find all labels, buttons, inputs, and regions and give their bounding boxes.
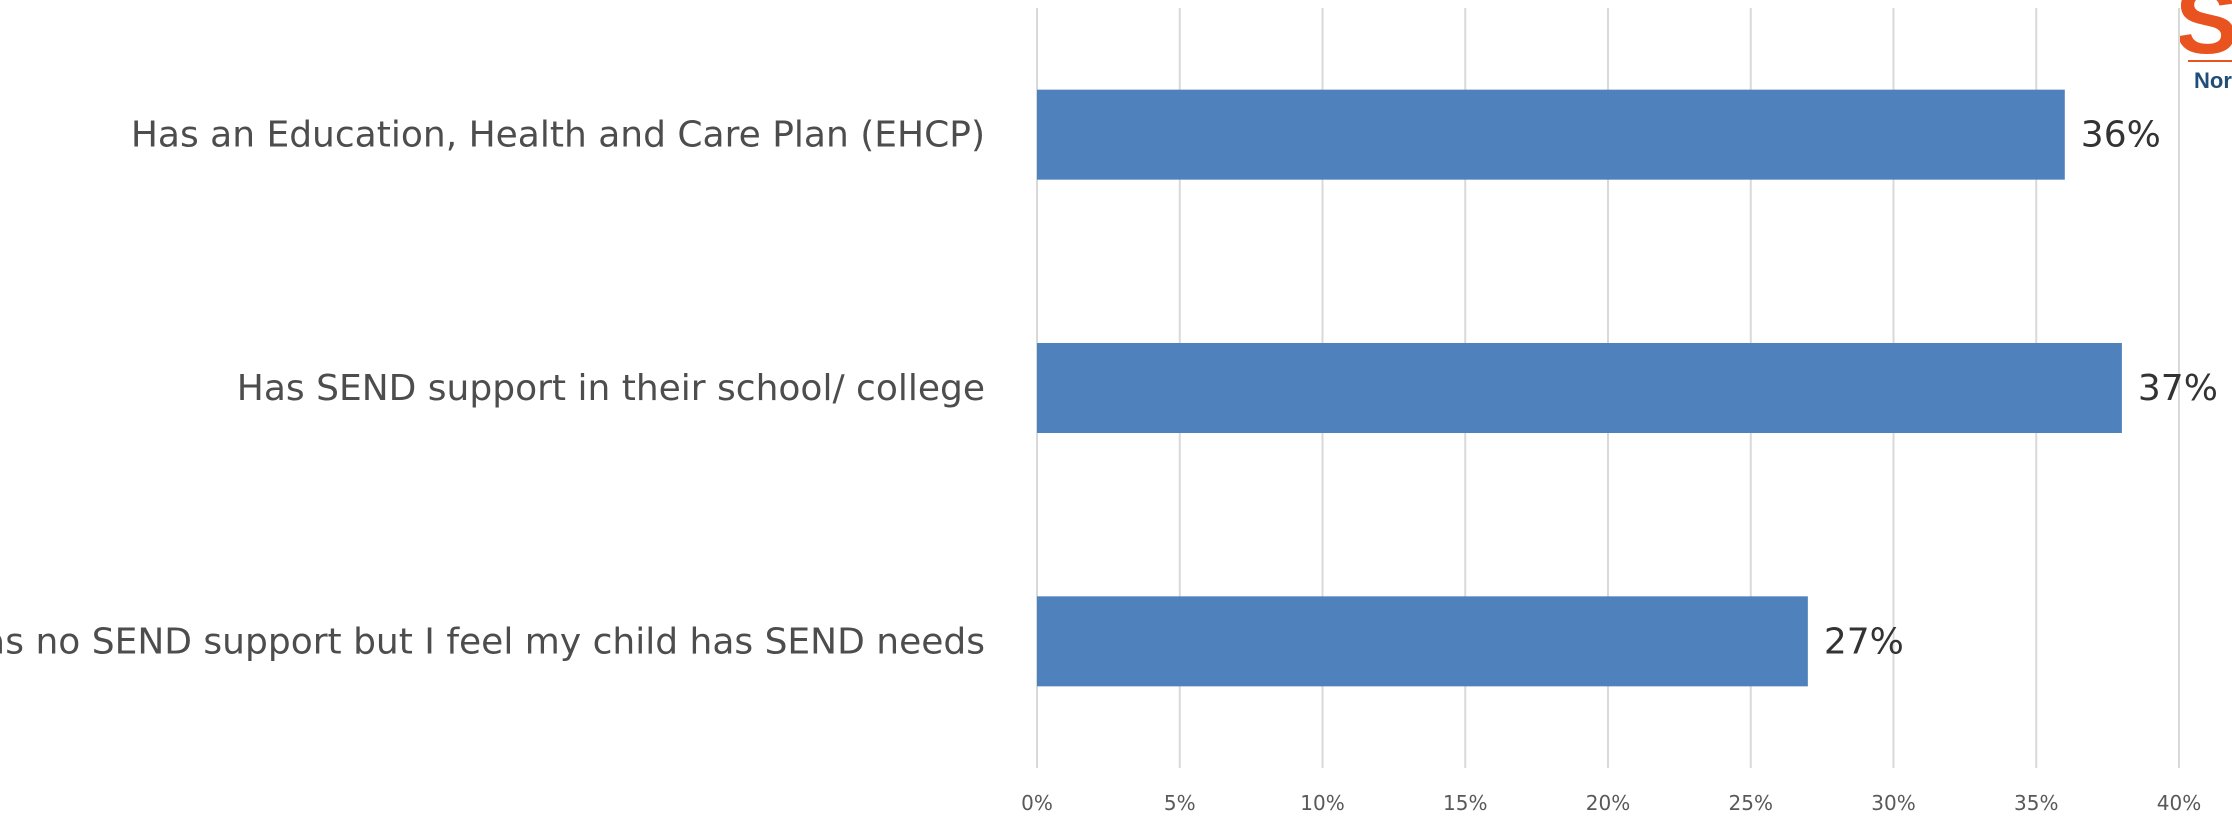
category-label: Has an Education, Health and Care Plan (… xyxy=(131,115,985,156)
x-tick-label: 35% xyxy=(2014,791,2058,815)
logo-letter: S xyxy=(2180,0,2232,73)
category-label: Has no SEND support but I feel my child … xyxy=(0,621,985,662)
x-tick-label: 30% xyxy=(1871,791,1915,815)
bar xyxy=(1037,596,1808,687)
x-tick-label: 40% xyxy=(2157,791,2201,815)
data-label: 27% xyxy=(1824,621,1904,662)
bar xyxy=(1037,343,2122,433)
category-labels: Has an Education, Health and Care Plan (… xyxy=(0,115,985,663)
brand-logo: S North xyxy=(2180,0,2232,100)
x-tick-label: 20% xyxy=(1586,791,1630,815)
x-tick-label: 5% xyxy=(1164,791,1196,815)
x-axis-tick-labels: 0% 5% 10% 15% 20% 25% 30% 35% 40% xyxy=(1021,791,2201,815)
data-label: 37% xyxy=(2138,368,2218,409)
category-label: Has SEND support in their school/ colleg… xyxy=(237,368,985,409)
logo-divider xyxy=(2188,60,2232,62)
x-tick-label: 25% xyxy=(1729,791,1773,815)
x-tick-label: 0% xyxy=(1021,791,1053,815)
x-tick-label: 15% xyxy=(1443,791,1487,815)
bar xyxy=(1037,89,2065,180)
data-labels: 36% 37% 27% xyxy=(1824,115,2218,663)
bars xyxy=(1037,89,2122,687)
data-label: 36% xyxy=(2081,115,2161,156)
logo-text: North xyxy=(2194,68,2232,93)
x-tick-label: 10% xyxy=(1300,791,1344,815)
